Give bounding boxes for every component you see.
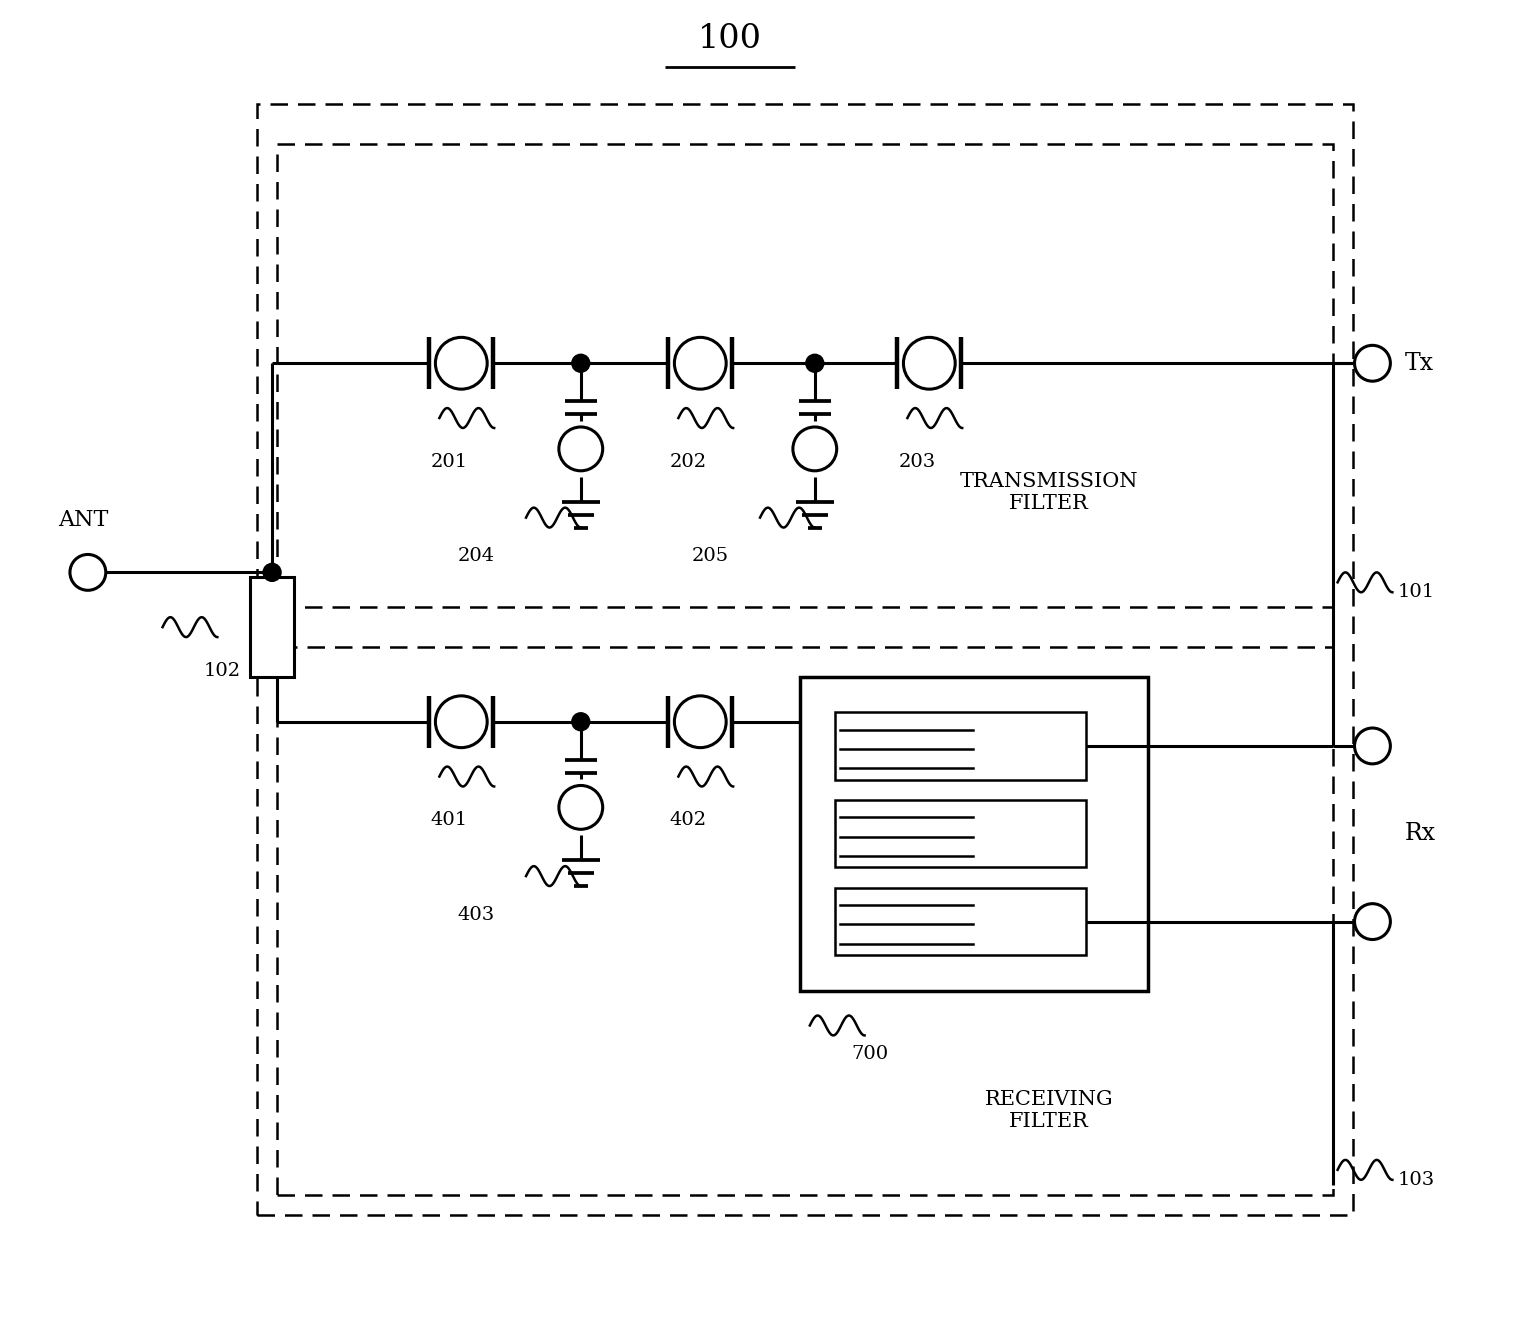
Ellipse shape — [436, 695, 488, 748]
Text: TRANSMISSION
FILTER: TRANSMISSION FILTER — [960, 472, 1138, 513]
Text: 103: 103 — [1397, 1171, 1434, 1188]
Ellipse shape — [558, 785, 603, 829]
Text: 700: 700 — [851, 1046, 888, 1063]
Text: 100: 100 — [698, 22, 762, 54]
Ellipse shape — [904, 337, 956, 389]
Text: 102: 102 — [204, 662, 241, 680]
Text: 402: 402 — [670, 812, 707, 829]
Circle shape — [572, 713, 589, 731]
Ellipse shape — [558, 427, 603, 471]
Ellipse shape — [793, 427, 836, 471]
Text: Rx: Rx — [1404, 822, 1436, 845]
Bar — [834, 713, 1086, 780]
Circle shape — [805, 354, 824, 373]
Bar — [834, 800, 1086, 867]
Circle shape — [1355, 345, 1390, 381]
Ellipse shape — [675, 337, 726, 389]
Ellipse shape — [675, 695, 726, 748]
Bar — [250, 578, 295, 677]
Ellipse shape — [436, 337, 488, 389]
Bar — [799, 677, 1149, 990]
Text: 401: 401 — [431, 812, 468, 829]
Bar — [278, 646, 1333, 1195]
Bar — [258, 104, 1353, 1215]
Text: ANT: ANT — [58, 509, 107, 530]
Text: 202: 202 — [670, 453, 707, 471]
Circle shape — [1355, 728, 1390, 764]
Text: 201: 201 — [431, 453, 468, 471]
Text: 204: 204 — [457, 547, 495, 566]
Text: 203: 203 — [899, 453, 936, 471]
Bar — [834, 888, 1086, 956]
Text: 403: 403 — [457, 906, 495, 924]
Text: 205: 205 — [692, 547, 729, 566]
Circle shape — [572, 354, 589, 373]
Text: 101: 101 — [1397, 583, 1434, 602]
Bar — [278, 144, 1333, 607]
Circle shape — [71, 554, 106, 591]
Text: Tx: Tx — [1404, 352, 1433, 374]
Circle shape — [264, 563, 281, 582]
Circle shape — [1355, 904, 1390, 940]
Text: RECEIVING
FILTER: RECEIVING FILTER — [985, 1089, 1114, 1130]
